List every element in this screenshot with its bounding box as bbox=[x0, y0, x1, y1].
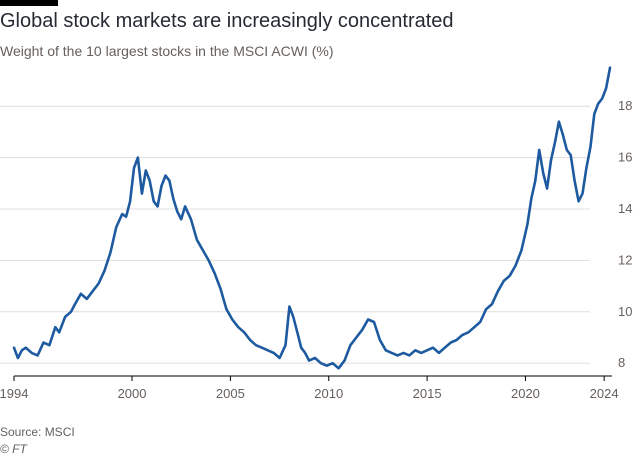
y-tick-label-12: 12 bbox=[618, 252, 632, 267]
y-tick-label-18: 18 bbox=[618, 98, 632, 113]
x-tick-label-2000: 2000 bbox=[118, 386, 147, 401]
line-chart: 8 10 12 14 16 18 1994 2000 2005 2010 2015 2020 2024 bbox=[0, 66, 632, 401]
x-tick-label-2020: 2020 bbox=[511, 386, 540, 401]
x-tick-label-1994: 1994 bbox=[0, 386, 28, 401]
y-tick-label-14: 14 bbox=[618, 201, 632, 216]
x-tick-label-2005: 2005 bbox=[216, 386, 245, 401]
ft-credit: © FT bbox=[0, 442, 27, 456]
x-axis bbox=[13, 375, 612, 381]
series bbox=[12, 66, 612, 370]
x-tick-label-2024: 2024 bbox=[590, 386, 619, 401]
gridlines bbox=[0, 105, 590, 364]
x-tick-label-2015: 2015 bbox=[413, 386, 442, 401]
y-tick-label-8: 8 bbox=[618, 355, 625, 370]
x-tick-labels: 1994 2000 2005 2010 2015 2020 2024 bbox=[0, 386, 619, 401]
y-tick-label-16: 16 bbox=[618, 150, 632, 165]
source-note: Source: MSCI bbox=[0, 425, 75, 439]
y-tick-label-10: 10 bbox=[618, 304, 632, 319]
chart-title: Global stock markets are increasingly co… bbox=[0, 10, 454, 32]
brand-top-rule bbox=[0, 0, 58, 6]
chart-subtitle: Weight of the 10 largest stocks in the M… bbox=[0, 43, 334, 59]
x-tick-label-2010: 2010 bbox=[314, 386, 343, 401]
y-tick-labels: 8 10 12 14 16 18 bbox=[618, 98, 632, 370]
series-line-0 bbox=[12, 66, 612, 370]
